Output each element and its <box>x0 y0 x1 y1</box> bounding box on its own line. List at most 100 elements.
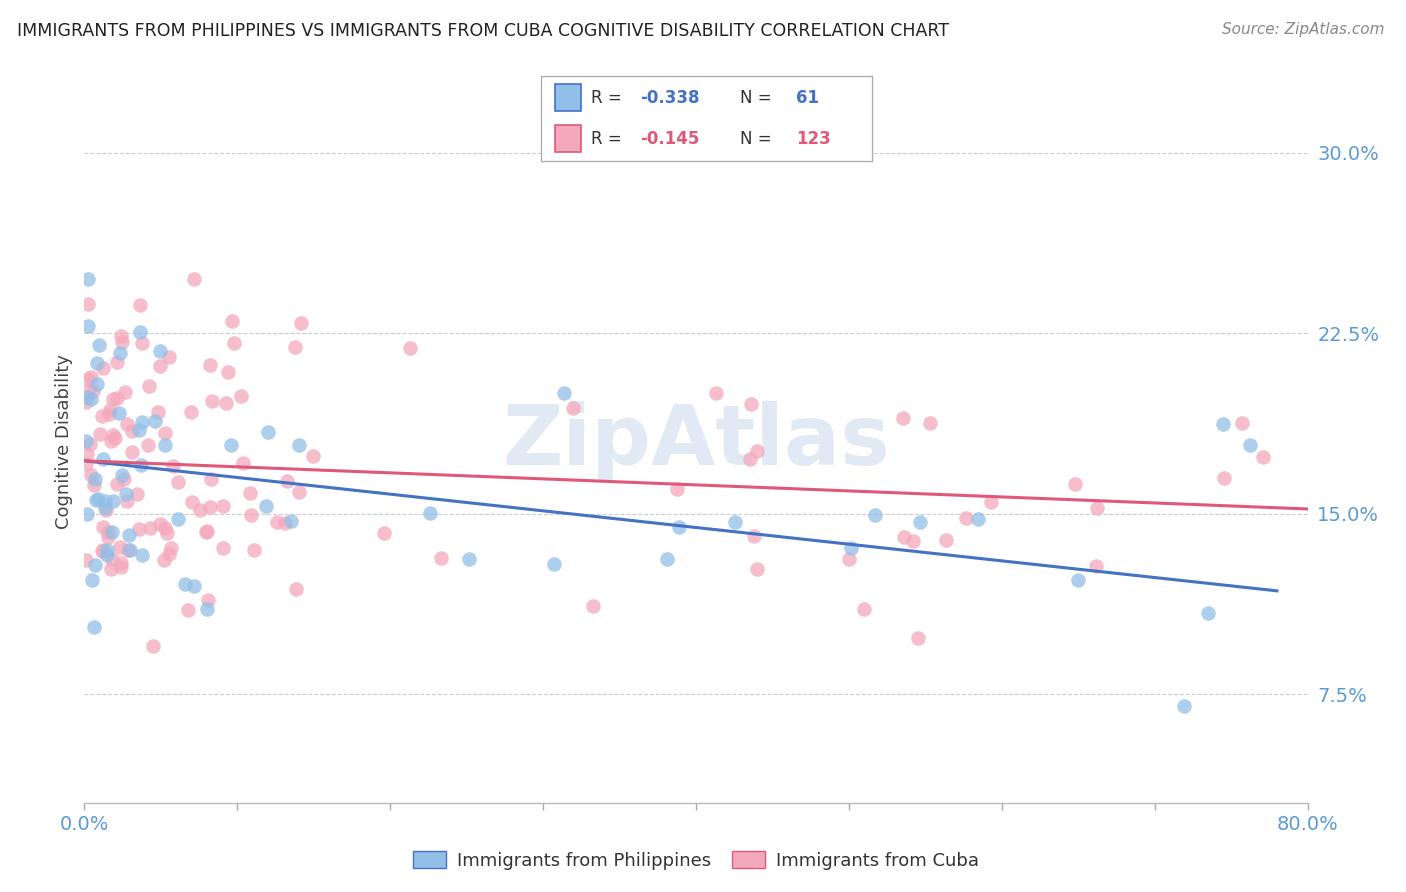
Point <box>838 552 860 566</box>
Point <box>893 530 915 544</box>
FancyBboxPatch shape <box>554 85 581 112</box>
Point <box>131 415 153 429</box>
Point <box>108 345 131 359</box>
Point <box>86 356 108 370</box>
Point <box>96 548 118 562</box>
Point <box>98 402 121 417</box>
Point <box>128 522 150 536</box>
Point <box>110 328 132 343</box>
Text: IMMIGRANTS FROM PHILIPPINES VS IMMIGRANTS FROM CUBA COGNITIVE DISABILITY CORRELA: IMMIGRANTS FROM PHILIPPINES VS IMMIGRANT… <box>17 22 949 40</box>
Point <box>738 451 761 466</box>
Point <box>180 405 202 419</box>
Point <box>903 534 925 549</box>
Point <box>90 409 112 423</box>
Point <box>183 272 205 286</box>
Point <box>100 562 122 576</box>
Point <box>215 396 238 410</box>
Point <box>115 487 138 501</box>
Point <box>200 472 222 486</box>
Text: 61: 61 <box>796 89 818 107</box>
Point <box>254 500 277 514</box>
Point <box>131 549 153 563</box>
Point <box>197 593 219 607</box>
Point <box>76 297 98 311</box>
Point <box>740 397 762 411</box>
Point <box>893 411 915 425</box>
Point <box>232 456 254 470</box>
Point <box>97 530 120 544</box>
Point <box>75 434 97 449</box>
Point <box>239 486 262 500</box>
Point <box>274 516 297 530</box>
Point <box>117 543 139 558</box>
Point <box>302 449 325 463</box>
Point <box>115 417 138 432</box>
Point <box>742 528 765 542</box>
Point <box>101 392 124 406</box>
Point <box>79 392 101 407</box>
Point <box>142 639 165 653</box>
Point <box>979 495 1001 509</box>
Point <box>115 494 138 508</box>
Point <box>1197 606 1219 620</box>
Point <box>101 552 124 566</box>
Point <box>77 383 100 397</box>
Point <box>101 493 124 508</box>
Point <box>83 620 105 634</box>
Point <box>96 543 118 558</box>
Point <box>100 434 122 448</box>
Point <box>93 520 115 534</box>
Point <box>1239 438 1261 452</box>
Point <box>149 344 172 359</box>
Point <box>188 503 211 517</box>
Text: ZipAtlas: ZipAtlas <box>502 401 890 482</box>
Point <box>77 272 100 286</box>
Point <box>91 543 114 558</box>
Point <box>128 423 150 437</box>
Point <box>745 443 768 458</box>
Point <box>111 335 134 350</box>
Point <box>160 541 183 556</box>
Point <box>284 582 307 596</box>
Point <box>94 494 117 508</box>
Point <box>553 386 575 401</box>
Point <box>665 482 688 496</box>
Point <box>200 358 222 372</box>
Point <box>118 543 141 558</box>
FancyBboxPatch shape <box>554 125 581 152</box>
Point <box>112 472 135 486</box>
Point <box>87 491 110 506</box>
Point <box>1212 471 1234 485</box>
Point <box>745 562 768 576</box>
Point <box>863 508 886 523</box>
Point <box>89 427 111 442</box>
Text: R =: R = <box>591 89 621 107</box>
Point <box>1251 450 1274 464</box>
Point <box>91 543 114 558</box>
Point <box>159 351 181 365</box>
Point <box>94 501 117 516</box>
Point <box>287 485 309 500</box>
Point <box>79 468 101 483</box>
Point <box>668 520 690 534</box>
Point <box>240 508 263 522</box>
Text: R =: R = <box>591 129 621 147</box>
Text: N =: N = <box>740 89 770 107</box>
Point <box>143 415 166 429</box>
Point <box>910 515 932 529</box>
Point <box>655 552 678 566</box>
Point <box>543 558 565 572</box>
Point <box>181 495 204 509</box>
Point <box>724 515 747 529</box>
Point <box>97 524 120 539</box>
Point <box>162 459 184 474</box>
Point <box>167 475 190 490</box>
Point <box>110 467 132 482</box>
Point <box>125 487 148 501</box>
Point <box>1063 476 1085 491</box>
Point <box>75 458 97 472</box>
Text: -0.338: -0.338 <box>641 89 700 107</box>
Point <box>217 365 239 379</box>
Point <box>108 406 131 420</box>
Point <box>76 508 98 522</box>
